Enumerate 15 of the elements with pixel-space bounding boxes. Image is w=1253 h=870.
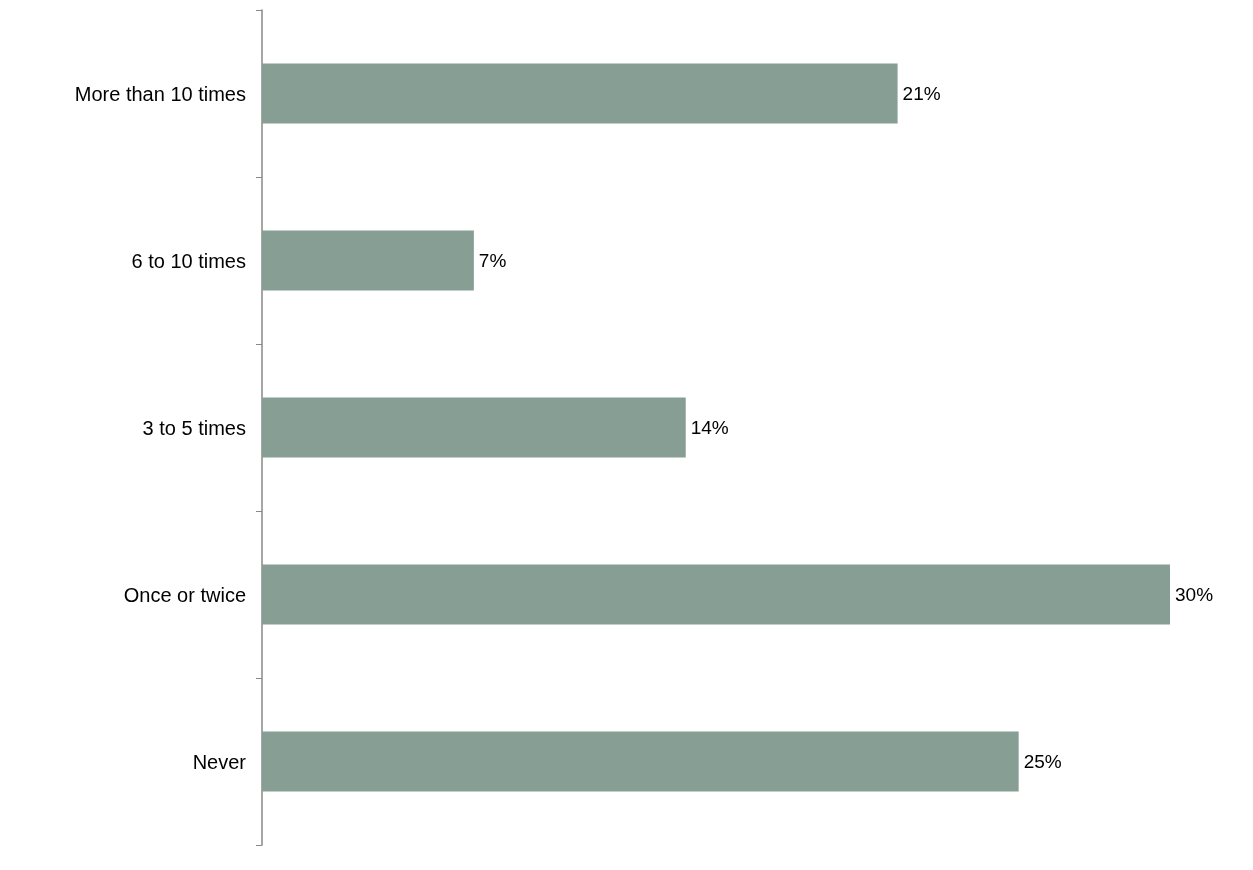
y-tick-label: More than 10 times [74, 82, 246, 105]
data-label: 7% [478, 250, 507, 271]
data-label: 14% [690, 417, 729, 438]
y-tick-label: Once or twice [123, 583, 246, 606]
bar [262, 564, 1170, 625]
bar [262, 230, 474, 291]
bar [262, 731, 1019, 792]
data-label: 21% [902, 83, 941, 104]
bar [262, 63, 898, 124]
y-tick-label: 6 to 10 times [131, 249, 246, 272]
data-label: 25% [1023, 751, 1062, 772]
bar [262, 397, 686, 458]
y-tick-label: Never [192, 750, 247, 773]
y-tick-label: 3 to 5 times [142, 416, 246, 439]
data-label: 30% [1175, 584, 1214, 605]
